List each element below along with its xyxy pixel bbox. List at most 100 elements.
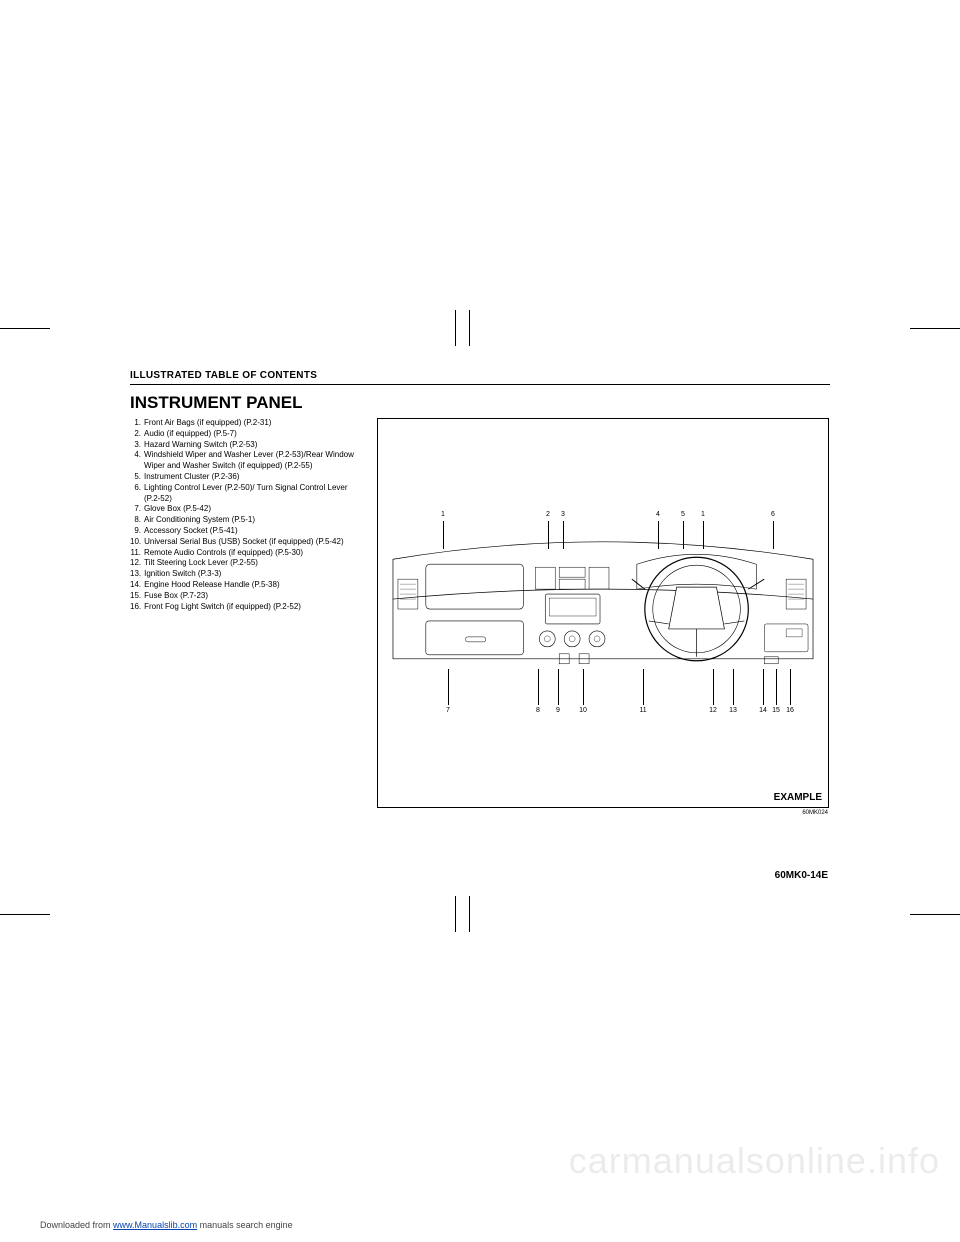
list-item: 12.Tilt Steering Lock Lever (P.2-55) [130,558,365,569]
list-item: 5.Instrument Cluster (P.2-36) [130,472,365,483]
leader-line [583,669,584,705]
callout-number: 11 [636,707,650,714]
crop-mark [910,328,960,329]
crop-mark [0,328,50,329]
list-item: 9.Accessory Socket (P.5-41) [130,526,365,537]
callout-number: 10 [576,707,590,714]
list-item-text: Accessory Socket (P.5-41) [144,526,365,537]
callout-number: 15 [769,707,783,714]
dashboard-illustration [388,529,818,699]
list-item: 3.Hazard Warning Switch (P.2-53) [130,440,365,451]
list-item: 10.Universal Serial Bus (USB) Socket (if… [130,537,365,548]
list-item: 1.Front Air Bags (if equipped) (P.2-31) [130,418,365,429]
list-item: 7.Glove Box (P.5-42) [130,504,365,515]
page-title: INSTRUMENT PANEL [130,393,830,413]
leader-line [558,669,559,705]
list-item: 11.Remote Audio Controls (if equipped) (… [130,548,365,559]
list-item-number: 7. [130,504,144,515]
crop-mark [469,896,470,932]
list-item-text: Engine Hood Release Handle (P.5-38) [144,580,365,591]
list-item-text: Glove Box (P.5-42) [144,504,365,515]
list-item-text: Tilt Steering Lock Lever (P.2-55) [144,558,365,569]
list-item-text: Instrument Cluster (P.2-36) [144,472,365,483]
crop-mark [469,310,470,346]
list-item-number: 16. [130,602,144,613]
list-item-number: 15. [130,591,144,602]
list-item-number: 2. [130,429,144,440]
content-row: 1.Front Air Bags (if equipped) (P.2-31)2… [130,418,830,816]
leader-line [776,669,777,705]
leader-line [643,669,644,705]
list-item-number: 5. [130,472,144,483]
leader-line [713,669,714,705]
list-item-text: Universal Serial Bus (USB) Socket (if eq… [144,537,365,548]
crop-mark [455,896,456,932]
list-item-number: 9. [130,526,144,537]
document-id: 60MK0-14E [775,870,828,881]
section-header: ILLUSTRATED TABLE OF CONTENTS [130,370,830,381]
callout-number: 5 [676,511,690,518]
callout-number: 1 [436,511,450,518]
list-item-number: 1. [130,418,144,429]
crop-mark [455,310,456,346]
callout-number: 6 [766,511,780,518]
footer: Downloaded from www.Manualslib.com manua… [40,1220,293,1230]
diagram-column: 1234516 [377,418,830,816]
list-item-number: 13. [130,569,144,580]
callout-number: 14 [756,707,770,714]
list-item-number: 10. [130,537,144,548]
dashboard-svg [388,529,818,699]
callout-number: 1 [696,511,710,518]
list-item-text: Fuse Box (P.7-23) [144,591,365,602]
list-item-text: Windshield Wiper and Washer Lever (P.2-5… [144,450,365,472]
list-item-text: Audio (if equipped) (P.5-7) [144,429,365,440]
list-item: 13.Ignition Switch (P.3-3) [130,569,365,580]
callout-number: 3 [556,511,570,518]
list-item-number: 3. [130,440,144,451]
list-item: 4.Windshield Wiper and Washer Lever (P.2… [130,450,365,472]
list-item-number: 8. [130,515,144,526]
page-content: ILLUSTRATED TABLE OF CONTENTS INSTRUMENT… [130,370,830,816]
leader-line [448,669,449,705]
list-item-text: Air Conditioning System (P.5-1) [144,515,365,526]
callout-number: 4 [651,511,665,518]
list-item-text: Remote Audio Controls (if equipped) (P.5… [144,548,365,559]
list-item: 16.Front Fog Light Switch (if equipped) … [130,602,365,613]
list-item: 14.Engine Hood Release Handle (P.5-38) [130,580,365,591]
example-label: EXAMPLE [774,792,822,803]
list-item-text: Lighting Control Lever (P.2-50)/ Turn Si… [144,483,365,505]
callout-number: 7 [441,707,455,714]
header-rule [130,384,830,385]
list-item: 15.Fuse Box (P.7-23) [130,591,365,602]
diagram-id: 60MK024 [377,810,830,816]
list-item-text: Front Fog Light Switch (if equipped) (P.… [144,602,365,613]
list-item: 6.Lighting Control Lever (P.2-50)/ Turn … [130,483,365,505]
leader-line [763,669,764,705]
list-item-text: Hazard Warning Switch (P.2-53) [144,440,365,451]
callout-number: 9 [551,707,565,714]
list-item-number: 11. [130,548,144,559]
footer-suffix: manuals search engine [200,1220,293,1230]
crop-mark [0,914,50,915]
leader-line [733,669,734,705]
footer-link[interactable]: www.Manualslib.com [113,1220,197,1230]
list-item: 8.Air Conditioning System (P.5-1) [130,515,365,526]
leader-line [790,669,791,705]
leader-line [538,669,539,705]
callout-number: 16 [783,707,797,714]
list-item-text: Front Air Bags (if equipped) (P.2-31) [144,418,365,429]
footer-prefix: Downloaded from [40,1220,113,1230]
list-item: 2.Audio (if equipped) (P.5-7) [130,429,365,440]
parts-list: 1.Front Air Bags (if equipped) (P.2-31)2… [130,418,365,816]
callout-number: 12 [706,707,720,714]
list-item-text: Ignition Switch (P.3-3) [144,569,365,580]
crop-mark [910,914,960,915]
list-item-number: 6. [130,483,144,505]
callout-number: 13 [726,707,740,714]
callout-number: 8 [531,707,545,714]
callout-number: 2 [541,511,555,518]
list-item-number: 12. [130,558,144,569]
list-item-number: 4. [130,450,144,472]
list-item-number: 14. [130,580,144,591]
watermark: carmanualsonline.info [569,1140,940,1182]
